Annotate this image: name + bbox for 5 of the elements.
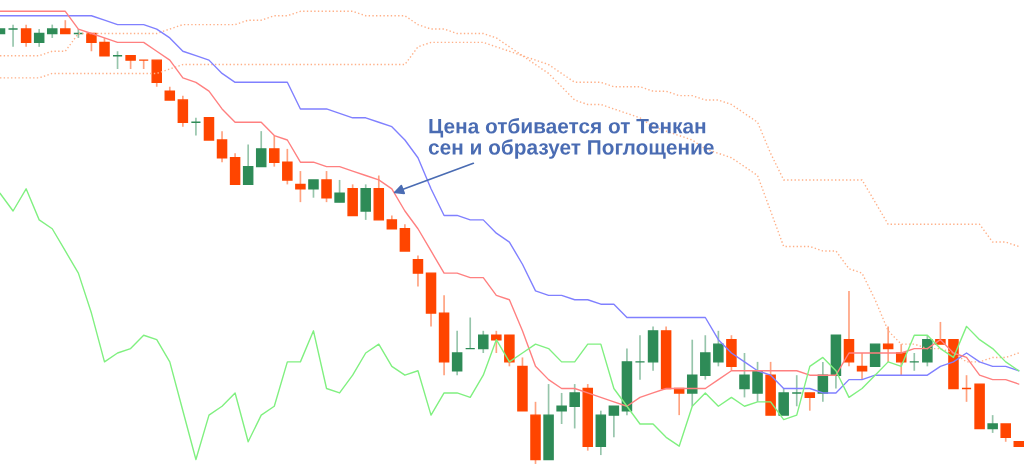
candlestick	[909, 352, 920, 372]
candlestick	[190, 116, 202, 137]
annotation: Цена отбивается от Тенкан сен и образует Поглощение	[428, 118, 714, 159]
candlestick	[203, 117, 215, 141]
candlestick	[138, 59, 149, 70]
